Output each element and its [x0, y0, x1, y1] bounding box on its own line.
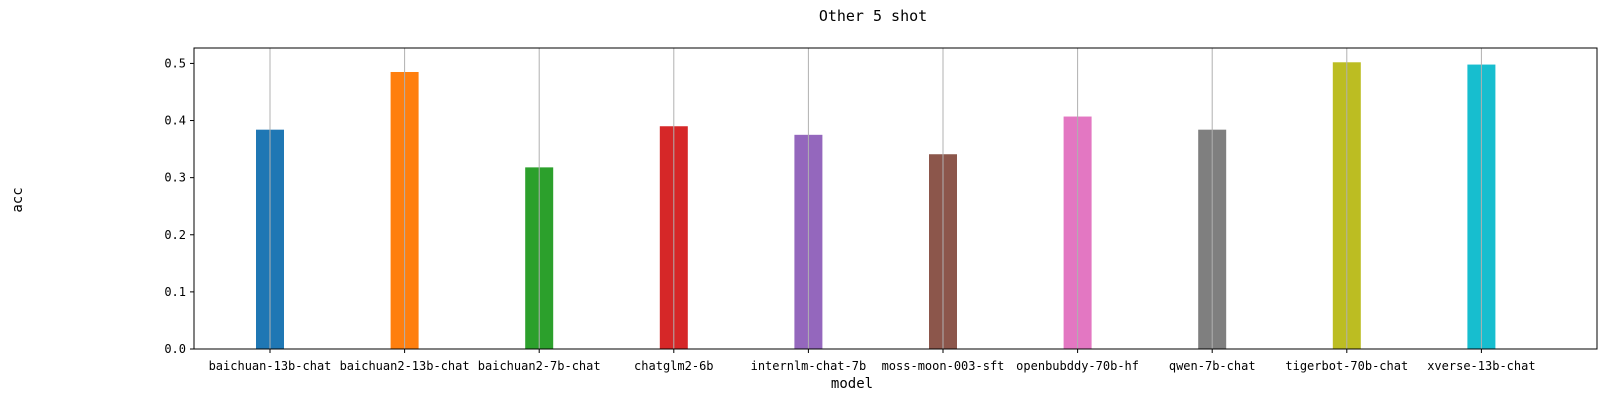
- chart-title: Other 5 shot: [819, 7, 927, 25]
- x-tick-label: baichuan2-7b-chat: [478, 359, 601, 373]
- x-tick-label: moss-moon-003-sft: [882, 359, 1005, 373]
- y-tick-label: 0.5: [164, 56, 186, 70]
- y-axis-ticks: 0.0 0.1 0.2 0.3 0.4 0.5: [164, 56, 194, 356]
- x-tick-label: baichuan2-13b-chat: [340, 359, 470, 373]
- x-tick-label: internlm-chat-7b: [751, 359, 867, 373]
- x-axis-ticks: baichuan-13b-chat baichuan2-13b-chat baich…: [209, 349, 1536, 373]
- y-tick-label: 0.0: [164, 342, 186, 356]
- vertical-grid-lines: [269, 48, 1482, 349]
- x-tick-label: baichuan-13b-chat: [209, 359, 332, 373]
- y-tick-label: 0.2: [164, 228, 186, 242]
- y-axis-label: acc: [10, 187, 26, 212]
- x-axis-label: model: [831, 376, 873, 392]
- x-tick-label: openbubddy-70b-hf: [1016, 359, 1139, 373]
- y-tick-label: 0.4: [164, 114, 186, 128]
- x-tick-label: chatglm2-6b: [634, 359, 713, 373]
- x-tick-label: tigerbot-70b-chat: [1285, 359, 1408, 373]
- y-tick-label: 0.3: [164, 171, 186, 185]
- x-tick-label: qwen-7b-chat: [1169, 359, 1256, 373]
- plot-area-frame: [193, 47, 1598, 350]
- y-tick-label: 0.1: [164, 285, 186, 299]
- bars: [256, 62, 1496, 350]
- x-tick-label: xverse-13b-chat: [1427, 359, 1535, 373]
